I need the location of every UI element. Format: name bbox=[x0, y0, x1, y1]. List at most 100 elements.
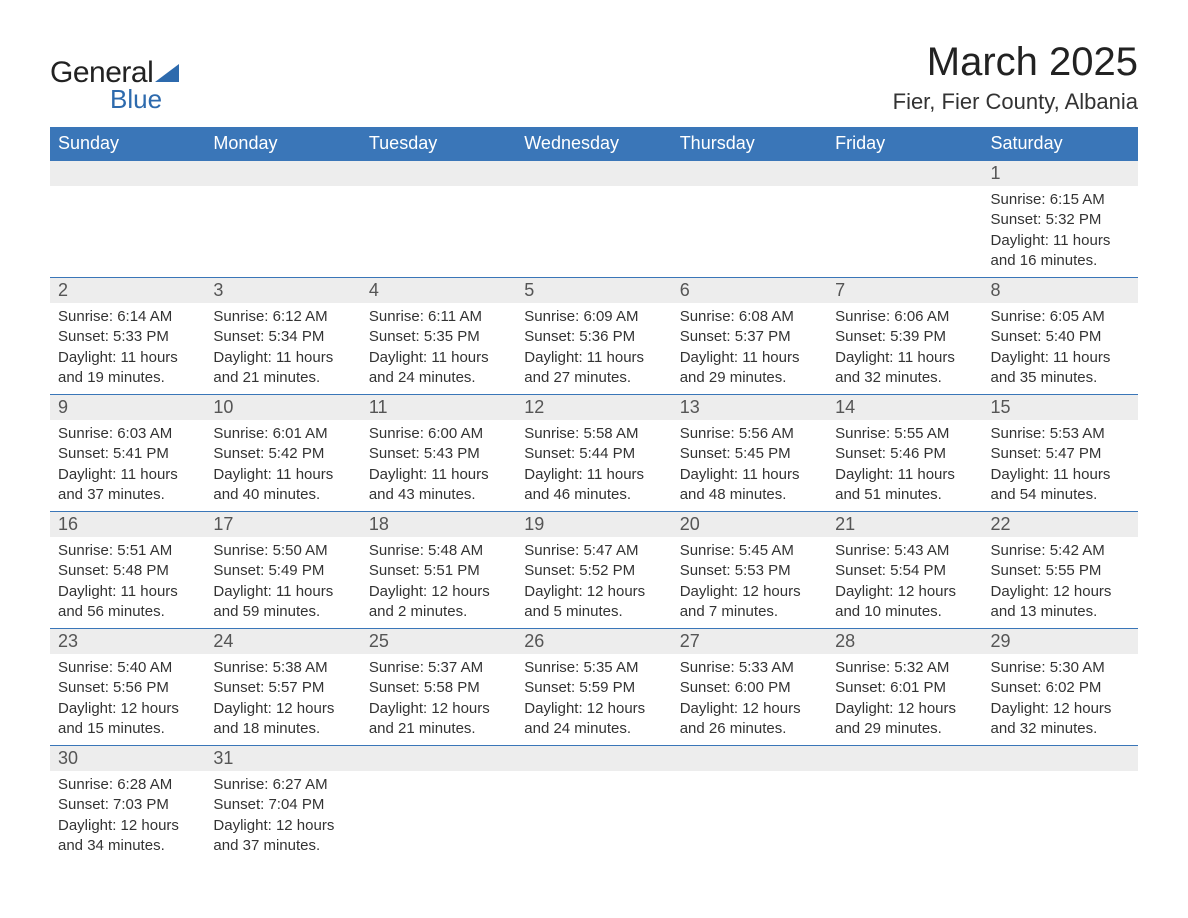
day-info-line: Sunrise: 5:35 AM bbox=[524, 658, 663, 678]
day-info-line: Daylight: 12 hours bbox=[213, 816, 352, 836]
day-info-line: Sunrise: 6:15 AM bbox=[991, 190, 1130, 210]
day-number-cell: 29 bbox=[983, 629, 1138, 655]
day-info-line: Sunset: 5:54 PM bbox=[835, 561, 974, 581]
day-number-cell: 24 bbox=[205, 629, 360, 655]
day-info-line: and 16 minutes. bbox=[991, 251, 1130, 271]
day-content-cell bbox=[827, 186, 982, 278]
day-info-line: Daylight: 11 hours bbox=[835, 348, 974, 368]
day-content-cell: Sunrise: 5:43 AMSunset: 5:54 PMDaylight:… bbox=[827, 537, 982, 629]
day-number-row: 9101112131415 bbox=[50, 395, 1138, 421]
day-content-cell: Sunrise: 5:56 AMSunset: 5:45 PMDaylight:… bbox=[672, 420, 827, 512]
day-number-cell: 16 bbox=[50, 512, 205, 538]
day-content-cell: Sunrise: 6:09 AMSunset: 5:36 PMDaylight:… bbox=[516, 303, 671, 395]
day-number-cell: 6 bbox=[672, 278, 827, 304]
day-number-cell: 25 bbox=[361, 629, 516, 655]
day-content-cell: Sunrise: 5:51 AMSunset: 5:48 PMDaylight:… bbox=[50, 537, 205, 629]
day-info-line: Sunrise: 5:33 AM bbox=[680, 658, 819, 678]
day-info-line: Sunrise: 6:11 AM bbox=[369, 307, 508, 327]
day-number-cell: 8 bbox=[983, 278, 1138, 304]
day-content-cell bbox=[827, 771, 982, 862]
day-info-line: Sunset: 5:55 PM bbox=[991, 561, 1130, 581]
day-info-line: Sunset: 6:02 PM bbox=[991, 678, 1130, 698]
day-number-cell: 31 bbox=[205, 746, 360, 772]
day-number-row: 23242526272829 bbox=[50, 629, 1138, 655]
day-info-line: Daylight: 11 hours bbox=[835, 465, 974, 485]
day-info-line: Sunset: 5:40 PM bbox=[991, 327, 1130, 347]
day-content-cell bbox=[516, 186, 671, 278]
day-info-line: Sunset: 5:59 PM bbox=[524, 678, 663, 698]
day-info-line: Sunrise: 5:38 AM bbox=[213, 658, 352, 678]
day-content-cell: Sunrise: 6:00 AMSunset: 5:43 PMDaylight:… bbox=[361, 420, 516, 512]
day-info-line: Daylight: 12 hours bbox=[680, 582, 819, 602]
day-info-line: and 24 minutes. bbox=[524, 719, 663, 739]
day-number-row: 2345678 bbox=[50, 278, 1138, 304]
day-info-line: and 40 minutes. bbox=[213, 485, 352, 505]
day-number-cell bbox=[361, 161, 516, 187]
day-info-line: Sunrise: 5:56 AM bbox=[680, 424, 819, 444]
day-info-line: Daylight: 11 hours bbox=[991, 231, 1130, 251]
day-info-line: Sunset: 7:04 PM bbox=[213, 795, 352, 815]
day-number-cell bbox=[516, 746, 671, 772]
day-content-cell bbox=[983, 771, 1138, 862]
day-content-cell: Sunrise: 5:30 AMSunset: 6:02 PMDaylight:… bbox=[983, 654, 1138, 746]
day-info-line: Sunset: 5:44 PM bbox=[524, 444, 663, 464]
location-text: Fier, Fier County, Albania bbox=[893, 89, 1138, 115]
day-info-line: Daylight: 11 hours bbox=[213, 348, 352, 368]
day-content-cell: Sunrise: 5:55 AMSunset: 5:46 PMDaylight:… bbox=[827, 420, 982, 512]
day-number-cell: 30 bbox=[50, 746, 205, 772]
day-info-line: Sunrise: 5:30 AM bbox=[991, 658, 1130, 678]
day-info-line: and 29 minutes. bbox=[835, 719, 974, 739]
day-info-line: Sunrise: 6:05 AM bbox=[991, 307, 1130, 327]
day-number-cell: 1 bbox=[983, 161, 1138, 187]
day-content-cell: Sunrise: 6:27 AMSunset: 7:04 PMDaylight:… bbox=[205, 771, 360, 862]
day-info-line: Daylight: 12 hours bbox=[835, 582, 974, 602]
day-info-line: Sunrise: 5:42 AM bbox=[991, 541, 1130, 561]
day-info-line: Daylight: 11 hours bbox=[58, 582, 197, 602]
day-info-line: Sunset: 5:39 PM bbox=[835, 327, 974, 347]
day-number-cell: 14 bbox=[827, 395, 982, 421]
day-number-cell: 20 bbox=[672, 512, 827, 538]
calendar-table: SundayMondayTuesdayWednesdayThursdayFrid… bbox=[50, 127, 1138, 862]
day-info-line: Sunrise: 5:53 AM bbox=[991, 424, 1130, 444]
day-info-line: Sunset: 5:46 PM bbox=[835, 444, 974, 464]
day-info-line: Sunset: 5:45 PM bbox=[680, 444, 819, 464]
day-info-line: Sunset: 5:42 PM bbox=[213, 444, 352, 464]
day-info-line: Sunset: 5:58 PM bbox=[369, 678, 508, 698]
day-info-line: Daylight: 11 hours bbox=[680, 348, 819, 368]
day-content-cell: Sunrise: 5:33 AMSunset: 6:00 PMDaylight:… bbox=[672, 654, 827, 746]
day-content-cell: Sunrise: 6:06 AMSunset: 5:39 PMDaylight:… bbox=[827, 303, 982, 395]
day-info-line: Daylight: 12 hours bbox=[524, 582, 663, 602]
day-info-line: and 21 minutes. bbox=[369, 719, 508, 739]
day-number-cell bbox=[516, 161, 671, 187]
day-info-line: Sunset: 5:47 PM bbox=[991, 444, 1130, 464]
day-info-line: and 34 minutes. bbox=[58, 836, 197, 856]
day-number-cell: 2 bbox=[50, 278, 205, 304]
day-info-line: Sunrise: 5:58 AM bbox=[524, 424, 663, 444]
day-info-line: Sunset: 5:32 PM bbox=[991, 210, 1130, 230]
title-block: March 2025 Fier, Fier County, Albania bbox=[893, 40, 1138, 115]
day-info-line: Daylight: 11 hours bbox=[524, 348, 663, 368]
day-info-line: and 7 minutes. bbox=[680, 602, 819, 622]
day-content-cell bbox=[205, 186, 360, 278]
day-info-line: Sunrise: 6:27 AM bbox=[213, 775, 352, 795]
weekday-header: Sunday bbox=[50, 127, 205, 161]
day-info-line: Sunset: 6:01 PM bbox=[835, 678, 974, 698]
day-content-cell: Sunrise: 5:47 AMSunset: 5:52 PMDaylight:… bbox=[516, 537, 671, 629]
day-info-line: and 46 minutes. bbox=[524, 485, 663, 505]
weekday-header: Monday bbox=[205, 127, 360, 161]
day-info-line: Sunset: 5:37 PM bbox=[680, 327, 819, 347]
day-content-cell bbox=[361, 186, 516, 278]
day-info-line: Daylight: 12 hours bbox=[524, 699, 663, 719]
day-info-line: Sunset: 5:57 PM bbox=[213, 678, 352, 698]
day-content-row: Sunrise: 6:03 AMSunset: 5:41 PMDaylight:… bbox=[50, 420, 1138, 512]
day-content-cell bbox=[672, 771, 827, 862]
weekday-header: Thursday bbox=[672, 127, 827, 161]
day-number-cell: 26 bbox=[516, 629, 671, 655]
day-info-line: Sunset: 5:51 PM bbox=[369, 561, 508, 581]
day-info-line: and 32 minutes. bbox=[991, 719, 1130, 739]
day-info-line: Daylight: 11 hours bbox=[369, 348, 508, 368]
day-content-cell: Sunrise: 5:50 AMSunset: 5:49 PMDaylight:… bbox=[205, 537, 360, 629]
day-number-row: 16171819202122 bbox=[50, 512, 1138, 538]
day-info-line: Sunset: 5:43 PM bbox=[369, 444, 508, 464]
day-content-cell: Sunrise: 5:48 AMSunset: 5:51 PMDaylight:… bbox=[361, 537, 516, 629]
